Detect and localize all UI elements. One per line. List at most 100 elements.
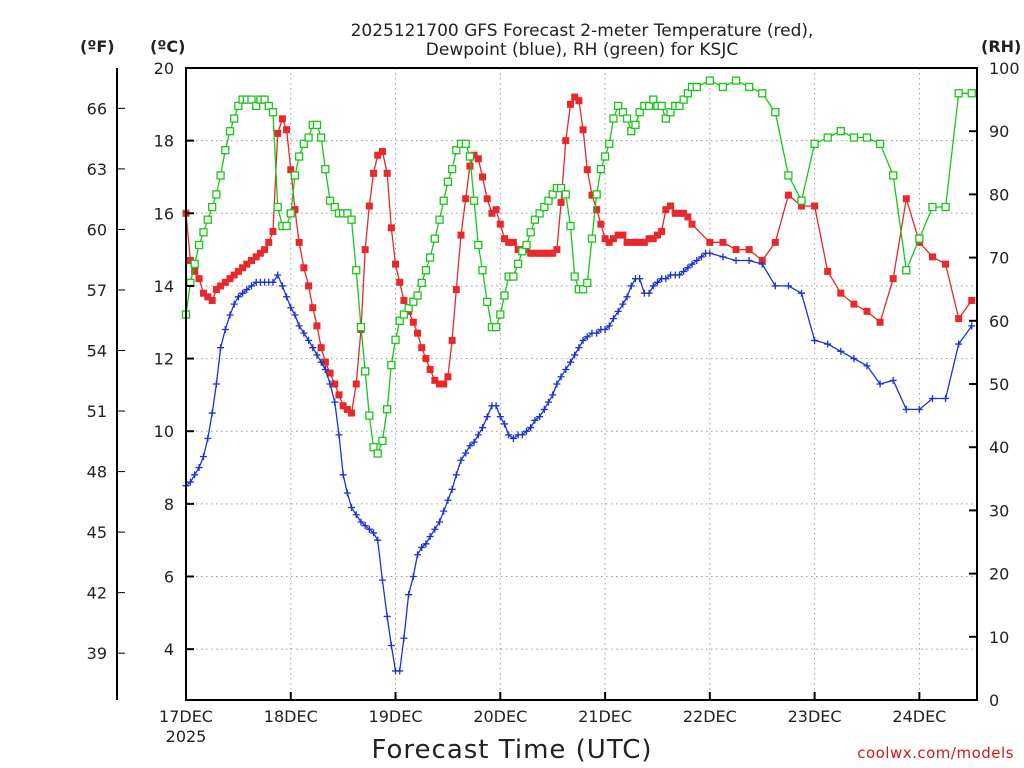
temperature-point	[295, 238, 303, 246]
rh-point	[230, 114, 239, 123]
x-tick-label: 22DEC	[683, 707, 737, 726]
dewpoint-point	[204, 434, 212, 442]
rh-point	[784, 171, 793, 180]
temperature-point	[653, 231, 661, 239]
dewpoint-point	[335, 431, 343, 439]
temperature-point	[208, 296, 216, 304]
temperature-point	[321, 358, 329, 366]
rh-point	[399, 310, 409, 319]
temperature-point	[680, 209, 688, 217]
x-tick-label: 21DEC	[578, 707, 632, 726]
dewpoint-point	[422, 540, 430, 548]
temperature-point	[199, 289, 207, 297]
rh-point	[902, 266, 911, 275]
dewpoint-point	[942, 395, 950, 403]
dewpoint-point	[357, 518, 365, 526]
dewpoint-point	[662, 275, 670, 283]
temperature-point	[837, 289, 845, 297]
dewpoint-point	[518, 431, 526, 439]
temperature-point	[745, 246, 753, 254]
rh-point	[387, 360, 396, 370]
dewpoint-point	[331, 398, 339, 406]
dewpoint-point	[343, 489, 351, 497]
dewpoint-point	[505, 431, 513, 439]
dewpoint-point	[850, 355, 858, 363]
rh-point	[290, 171, 300, 180]
dewpoint-point	[436, 518, 444, 526]
dewpoint-point	[191, 471, 199, 479]
dewpoint-point	[269, 278, 277, 286]
dewpoint-point	[239, 289, 247, 297]
temperature-point	[667, 202, 675, 210]
rh-point	[649, 95, 658, 104]
dewpoint-point	[278, 282, 286, 290]
rh-point	[352, 266, 361, 275]
dewpoint-point	[295, 322, 303, 330]
temperature-point	[478, 173, 486, 181]
temperature-point	[575, 97, 583, 105]
dewpoint-point	[566, 358, 574, 366]
temperature-point	[365, 202, 373, 210]
temperature-point	[265, 238, 273, 246]
rh-point	[234, 101, 243, 111]
plot-frame	[185, 67, 978, 701]
rh-point	[679, 95, 688, 104]
rh-point	[941, 202, 950, 212]
temperature-point	[601, 235, 609, 243]
temperature-point	[955, 315, 963, 323]
dewpoint-point	[448, 485, 456, 493]
temperature-point	[234, 267, 242, 275]
dewpoint-point	[583, 333, 591, 341]
rh-point	[321, 164, 330, 174]
temperature-point	[256, 249, 264, 257]
rh-tick-label: 60	[989, 312, 1009, 331]
temperature-point	[824, 267, 832, 275]
dewpoint-point	[902, 405, 910, 413]
fahrenheit-tick-label: 66	[87, 99, 107, 118]
temperature-point	[212, 286, 220, 294]
temperature-point	[378, 148, 386, 156]
rh-point	[587, 234, 597, 243]
temperature-point	[488, 209, 496, 217]
rh-point	[823, 133, 832, 142]
rh-point	[797, 196, 806, 205]
rh-point	[391, 335, 400, 344]
dewpoint-point	[531, 416, 539, 424]
temperature-point	[326, 369, 334, 377]
rh-point	[928, 202, 937, 212]
dewpoint-point	[500, 420, 508, 428]
rh-point	[361, 367, 370, 376]
dewpoint-point	[758, 260, 766, 268]
temperature-point	[719, 238, 727, 246]
rh-point	[474, 240, 483, 250]
dewpoint-point	[915, 405, 923, 413]
dewpoint-point	[234, 293, 242, 301]
dewpoint-point	[243, 286, 251, 294]
dewpoint-point	[426, 533, 434, 541]
rh-point	[744, 82, 754, 92]
rh-point	[954, 89, 963, 98]
temperature-point	[627, 238, 635, 246]
rh-point	[417, 278, 426, 288]
rh-point	[491, 322, 501, 332]
rh-point	[614, 101, 623, 111]
dewpoint-point	[195, 464, 203, 472]
dewpoint-point	[339, 471, 347, 479]
dewpoint-point	[383, 612, 391, 620]
rh-point	[286, 209, 295, 218]
rh-point	[635, 108, 644, 117]
temperature-point	[313, 322, 321, 330]
temperature-point	[396, 278, 404, 286]
rh-point	[465, 152, 475, 161]
rh-point	[299, 139, 309, 148]
dewpoint-point	[771, 282, 779, 290]
temperature-point	[645, 235, 653, 243]
rh-point	[592, 190, 601, 199]
dewpoint-point	[409, 573, 417, 581]
rh-point	[268, 108, 278, 117]
temperature-point	[457, 231, 465, 239]
credit-text: coolwx.com/models	[857, 744, 1014, 762]
temperature-point	[876, 318, 884, 326]
rh-point	[509, 272, 518, 281]
dewpoint-point	[509, 434, 517, 442]
